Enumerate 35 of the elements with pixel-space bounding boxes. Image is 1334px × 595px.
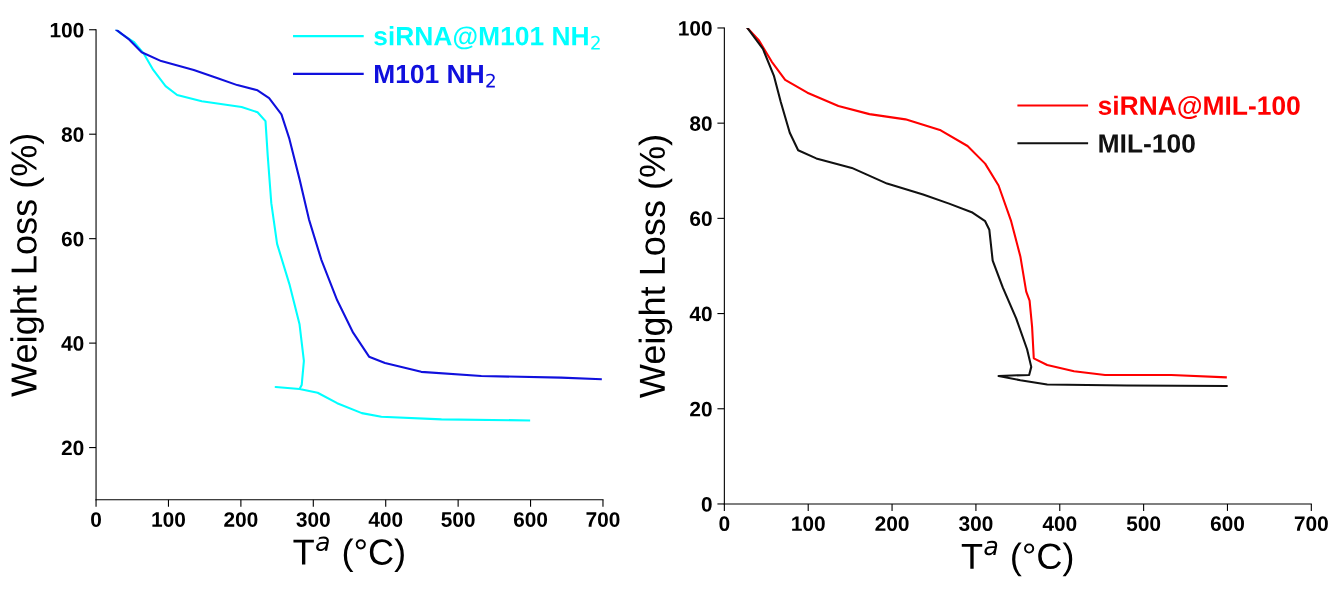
x-axis-title: T$^{a}$ (°C) bbox=[961, 540, 1073, 577]
x-tick-label: 700 bbox=[1294, 516, 1328, 532]
y-tick-label: 20 bbox=[690, 401, 712, 417]
y-tick-label: 80 bbox=[61, 127, 84, 142]
x-tick-label: 700 bbox=[586, 512, 620, 527]
x-tick-label: 100 bbox=[792, 516, 825, 532]
x-tick-label: 500 bbox=[1126, 516, 1161, 532]
y-tick-label: 100 bbox=[50, 22, 84, 38]
y-tick-label: 60 bbox=[690, 211, 712, 227]
x-tick-label: 400 bbox=[368, 512, 403, 527]
y-tick-label: 20 bbox=[61, 440, 84, 456]
y-tick-label: 40 bbox=[61, 336, 84, 351]
legend-label: siRNA@M101 NH$_{2}$ bbox=[374, 26, 600, 50]
x-axis-title: T$^{a}$ (°C) bbox=[293, 536, 404, 573]
legend-label: MIL-100 bbox=[1099, 134, 1195, 153]
x-tick-label: 200 bbox=[224, 512, 258, 527]
x-tick-label: 600 bbox=[513, 512, 548, 527]
x-tick-label: 300 bbox=[296, 512, 330, 527]
y-tick-label: 40 bbox=[689, 306, 712, 322]
y-axis-title: Weight Loss (%) bbox=[638, 136, 673, 398]
legend-label: siRNA@MIL-100 bbox=[1098, 95, 1300, 119]
x-tick-label: 600 bbox=[1210, 516, 1244, 532]
x-tick-label: 300 bbox=[959, 516, 993, 532]
x-tick-label: 200 bbox=[875, 516, 909, 532]
y-axis-title: Weight Loss (%) bbox=[10, 134, 44, 397]
y-tick-label: 0 bbox=[701, 496, 712, 512]
x-tick-label: 400 bbox=[1042, 516, 1077, 532]
x-tick-label: 100 bbox=[152, 512, 185, 527]
y-tick-label: 80 bbox=[690, 116, 712, 131]
y-tick-label: 100 bbox=[679, 20, 712, 36]
legend-label: M101 NH$_{2}$ bbox=[375, 64, 495, 88]
x-tick-label: 500 bbox=[441, 512, 475, 527]
x-tick-label: 0 bbox=[719, 516, 730, 532]
y-tick-label: 60 bbox=[61, 231, 84, 247]
x-tick-label: 0 bbox=[91, 512, 101, 527]
